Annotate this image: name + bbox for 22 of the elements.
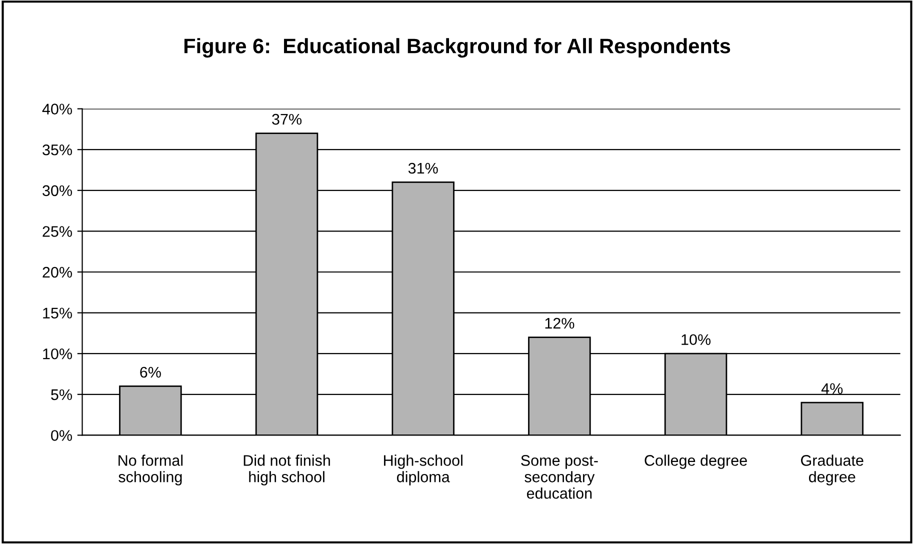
y-tick-label: 40%	[42, 104, 72, 114]
data-label: 4%	[821, 383, 843, 394]
data-label: 10%	[682, 334, 711, 346]
x-tick-label: Did not finish high school	[244, 454, 330, 486]
data-label: 37%	[272, 114, 302, 125]
y-tick-label: 20%	[42, 266, 72, 278]
y-tick-label: 25%	[42, 226, 72, 237]
y-tick-label: 0%	[51, 430, 72, 441]
x-tick-label: College degree	[644, 454, 747, 469]
y-tick-label: 10%	[43, 348, 72, 360]
chart-title: Figure 6: Educational Background for All Respondents	[184, 38, 730, 58]
y-tick-label: 35%	[42, 144, 72, 156]
x-tick-label: Graduate degree	[801, 454, 864, 486]
y-tick-label: 30%	[42, 185, 72, 196]
y-tick-label: 15%	[43, 308, 72, 318]
x-tick-label: Some post- secondary education	[521, 455, 598, 499]
x-tick-label: No formal schooling	[118, 454, 183, 486]
x-tick-label: High-school diploma	[384, 454, 462, 486]
y-tick-label: 5%	[51, 389, 72, 400]
data-label: 6%	[140, 366, 161, 378]
data-label: 12%	[545, 318, 574, 329]
data-label: 31%	[408, 162, 438, 174]
